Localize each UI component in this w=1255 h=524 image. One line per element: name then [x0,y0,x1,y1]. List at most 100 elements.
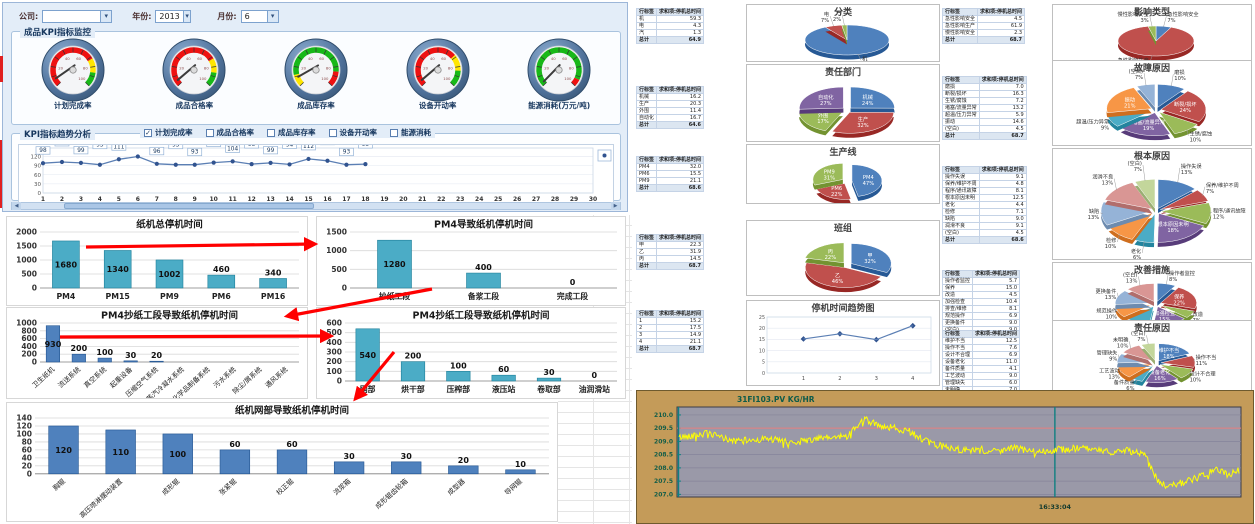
kpi-checkbox-1[interactable]: ✓ 计划完成率 [144,127,193,138]
data-label: 96 [153,149,161,155]
pivot-label-cell: 生锈/腐蚀 [942,97,980,105]
y-tick: 0 [38,191,42,197]
y-tick: 400 [326,338,342,347]
scroll-left-icon[interactable]: ◀ [12,202,21,210]
bar-chart-wire: 纸机网部导致纸机停机时间 0 20 40 60 80 100 120 140 120 胸辊 110 高压… [6,402,558,522]
gauge-hub [69,66,77,74]
pivot-row: 更换备件 9.0 [941,319,1021,327]
pivot-total-label: 总计 [635,36,658,44]
data-label: 93 [343,150,351,156]
pivot-value-cell: 1.3 [656,29,705,37]
slice-pct: 24% [1179,108,1191,114]
x-tick: 12 [247,196,255,203]
x-tick: 液压站 [492,384,516,394]
slice-pct: 10% [1190,378,1202,384]
gauge-tick [333,66,339,68]
chevron-down-icon[interactable]: ▾ [182,10,191,22]
x-tick: 13 [266,196,274,203]
pivot-header-cell: 求和项:停机总时间 [972,270,1021,278]
bar [505,469,536,475]
chevron-down-icon[interactable]: ▾ [100,10,112,22]
gauge-tick [86,56,92,60]
slice-label: 老化 [1131,247,1141,255]
year-select[interactable]: 2013 ▾ [155,9,192,23]
chevron-down-icon[interactable]: ▾ [266,10,278,22]
checkbox-checked-icon[interactable]: ✓ [144,128,152,137]
slice-label: (空白) [1131,329,1145,337]
y-tick: 200 [326,357,342,366]
kpi-checkbox-label: 设备开动率 [339,128,378,137]
scrollbar-thumb[interactable] [64,203,314,209]
pie-slice [798,111,844,132]
gauge-tick-label: 20 [423,65,428,70]
gauge-4: 20 40 60 80 100 设备开动率 [377,36,499,111]
bar [259,278,287,289]
y-tick: 800 [21,326,37,335]
gauge-tick [305,49,309,55]
month-select[interactable]: 6 ▾ [240,9,279,23]
pivot-value-cell: 5.9 [978,111,1027,119]
x-tick: 19 [380,196,388,203]
slice-pct: 13% [1181,170,1193,176]
kpi-checkbox-2[interactable]: 成品合格率 [205,127,254,138]
x-tick: 抄纸工段 [379,291,410,301]
slice-label: 改造 [1193,310,1204,318]
kpi-checkbox-3[interactable]: 成品库存率 [267,127,316,138]
pivot-row: 设备老化 11.0 [941,358,1021,366]
pivot-value-cell: 9.0 [972,372,1021,380]
leader-line [1120,371,1122,373]
slice-label: 操作不当 [1196,353,1217,361]
company-select[interactable]: ▾ [42,9,113,23]
gauge-tick-label: 100 [443,76,451,81]
gauge-arc [87,58,96,73]
gauge-tick [183,49,187,55]
checkbox-icon[interactable] [205,128,214,137]
pivot-label-cell: 生产 [635,100,658,108]
checkbox-icon[interactable] [390,128,398,137]
slice-label: 生锈/腐蚀 [1190,130,1213,138]
x-tick: 张紧辊 [217,476,238,496]
checkbox-icon[interactable] [328,128,337,137]
pivot-label-cell: 排查/维修 [941,305,974,313]
x-tick: 网部 [360,384,376,394]
pie-slice [1127,283,1155,302]
pie-chart-genben: 根本原因 操作失误 13% 保养/维护不周 7% 程序/通讯故障 12% 根本原因未明 18% 老… [1052,148,1252,261]
pivot-total-row: 总计 68.7 [941,36,1026,44]
checkbox-icon[interactable] [267,128,275,137]
horizontal-scrollbar[interactable]: ◀ ▶ [11,202,621,210]
gauge-tick-label: 100 [321,76,329,81]
leader-line [1135,379,1138,384]
slice-pct: 10% [1106,315,1118,321]
data-point [135,154,140,159]
kpi-checkbox-5[interactable]: 能源消耗 [390,127,431,138]
gauge-tick [454,66,460,68]
gauge-tick [323,49,327,55]
pivot-value-cell: 11.4 [656,107,705,115]
pivot-value-cell: 31.9 [656,248,705,256]
kpi-checkbox-4[interactable]: 设备开动率 [328,127,378,138]
pivot-label-cell: 规范操作 [941,312,974,320]
leader-line [829,15,834,27]
slice-pct: 27% [820,101,832,107]
x-tick: 2 [838,376,841,382]
pivot-row: 工艺波动 9.0 [941,372,1021,380]
scroll-right-icon[interactable]: ▶ [611,202,620,210]
x-tick: 卫生纸机 [30,365,56,390]
pivot-total-row: 总计 68.7 [635,262,705,270]
kpi-checkbox-label: 能源消耗 [401,128,431,137]
gauge-tick [566,49,570,55]
pivot-label-cell: 急性影响生产 [941,22,979,30]
bar [45,325,60,363]
pivot-value-cell: 7.1 [978,208,1027,216]
y-tick: 207.0 [654,491,673,498]
pivot-row: 保养 15.0 [941,284,1021,292]
data-point [230,159,235,164]
month-label: 月份: [217,11,237,21]
bar-label: 110 [112,448,129,457]
pivot-header-cell: 求和项:停机总时间 [656,156,705,164]
x-tick: 15 [304,196,312,203]
data-label: 93 [191,150,199,156]
